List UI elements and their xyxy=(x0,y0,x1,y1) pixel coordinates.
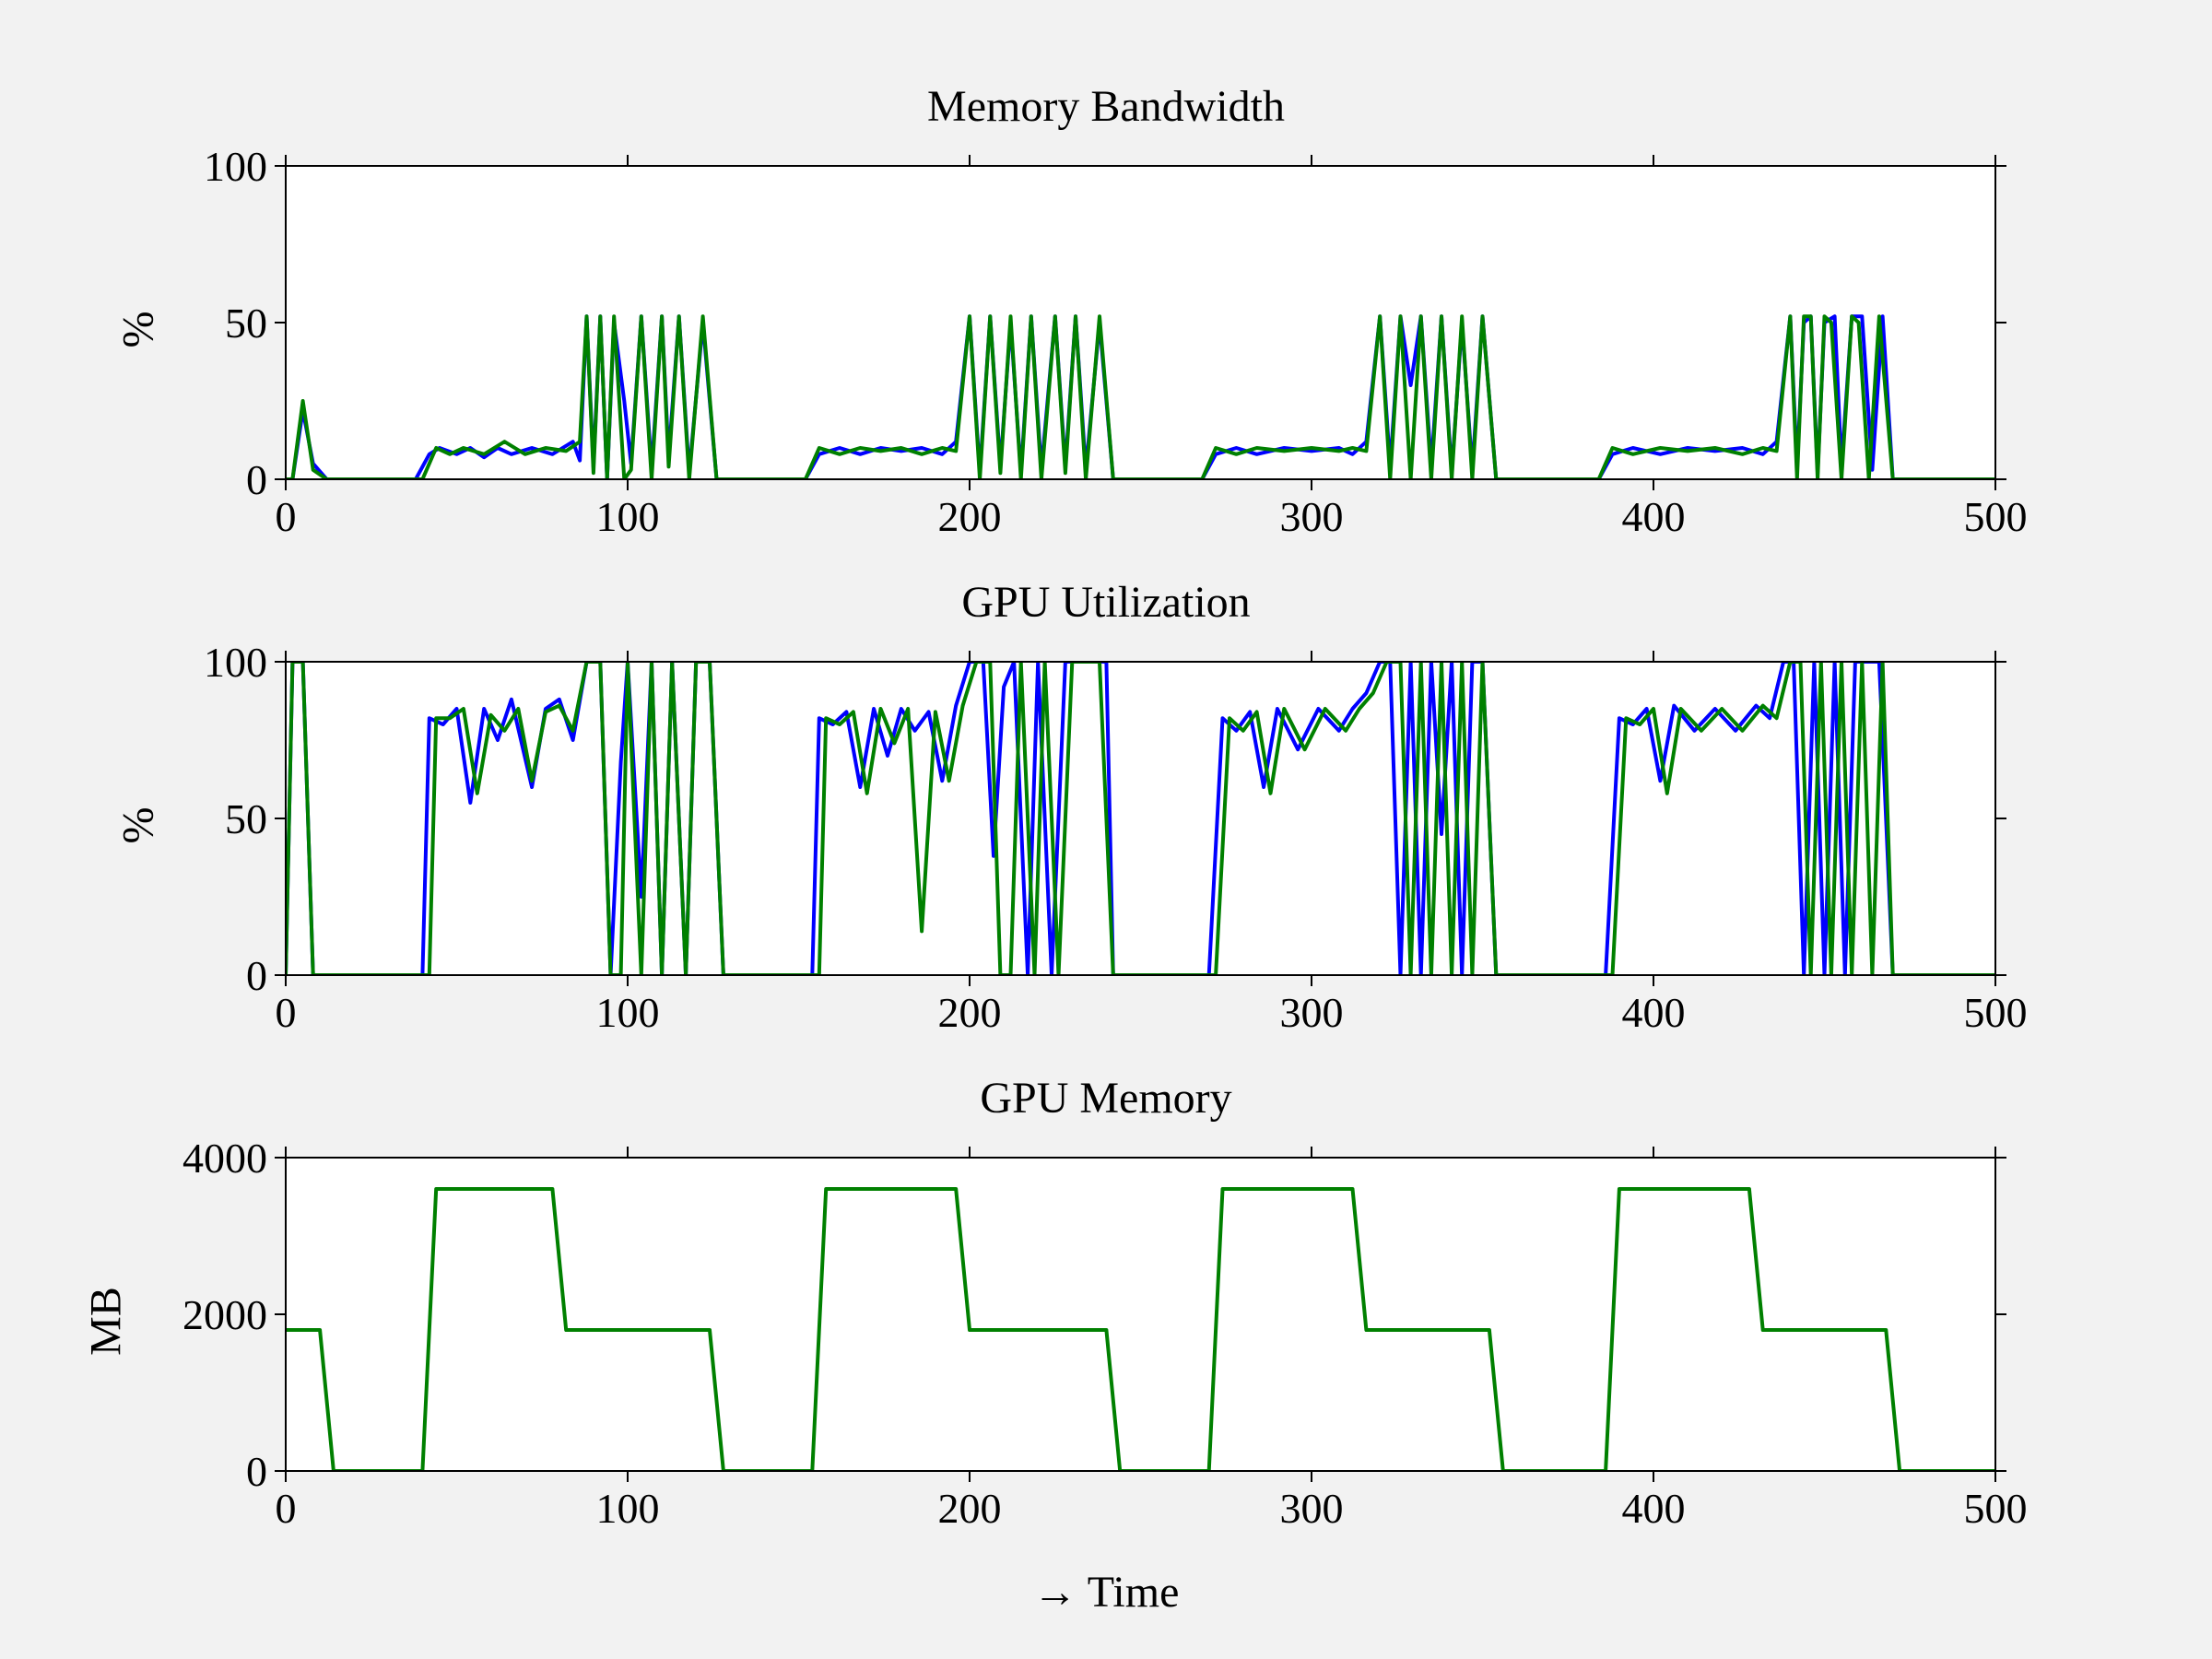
svg-text:300: 300 xyxy=(1280,1485,1344,1532)
svg-text:100: 100 xyxy=(596,1485,660,1532)
svg-text:500: 500 xyxy=(1964,1485,2028,1532)
svg-text:0: 0 xyxy=(246,1448,267,1495)
svg-text:200: 200 xyxy=(938,1485,1002,1532)
panel3-chart: 0 2000 4000 0 100 200 300 400 500 xyxy=(0,0,2212,1659)
xlabel: → Time xyxy=(0,1567,2212,1618)
figure: Memory Bandwidth % 050100010020030040050… xyxy=(0,0,2212,1659)
svg-text:400: 400 xyxy=(1622,1485,1686,1532)
svg-text:0: 0 xyxy=(276,1485,297,1532)
svg-text:4000: 4000 xyxy=(182,1135,267,1182)
svg-text:2000: 2000 xyxy=(182,1291,267,1338)
